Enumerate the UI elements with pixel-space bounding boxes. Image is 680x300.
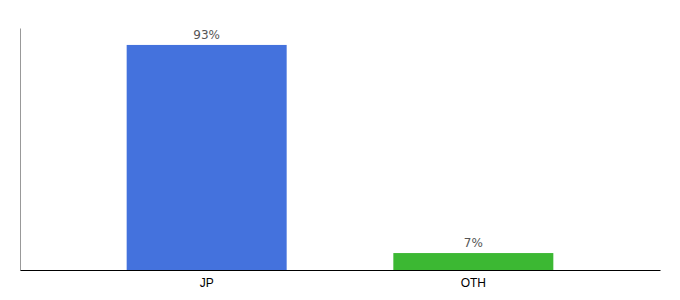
x-tick-label: JP xyxy=(200,276,214,290)
x-tick: JP xyxy=(200,276,214,290)
data-label: 7% xyxy=(464,236,483,250)
y-axis xyxy=(20,29,21,271)
chart: JP OTH 93% 7% xyxy=(0,0,680,300)
x-tick-label: OTH xyxy=(461,276,486,290)
bar xyxy=(127,45,287,270)
x-axis: JP OTH xyxy=(21,271,661,290)
plot: JP OTH 93% 7% xyxy=(21,28,661,290)
bar xyxy=(393,253,553,270)
data-labels: 93% 7% xyxy=(193,28,483,250)
data-label: 93% xyxy=(193,28,220,42)
x-tick: OTH xyxy=(461,276,486,290)
x-axis-line xyxy=(21,270,661,271)
bars xyxy=(127,45,554,270)
y-axis-line xyxy=(20,29,21,271)
